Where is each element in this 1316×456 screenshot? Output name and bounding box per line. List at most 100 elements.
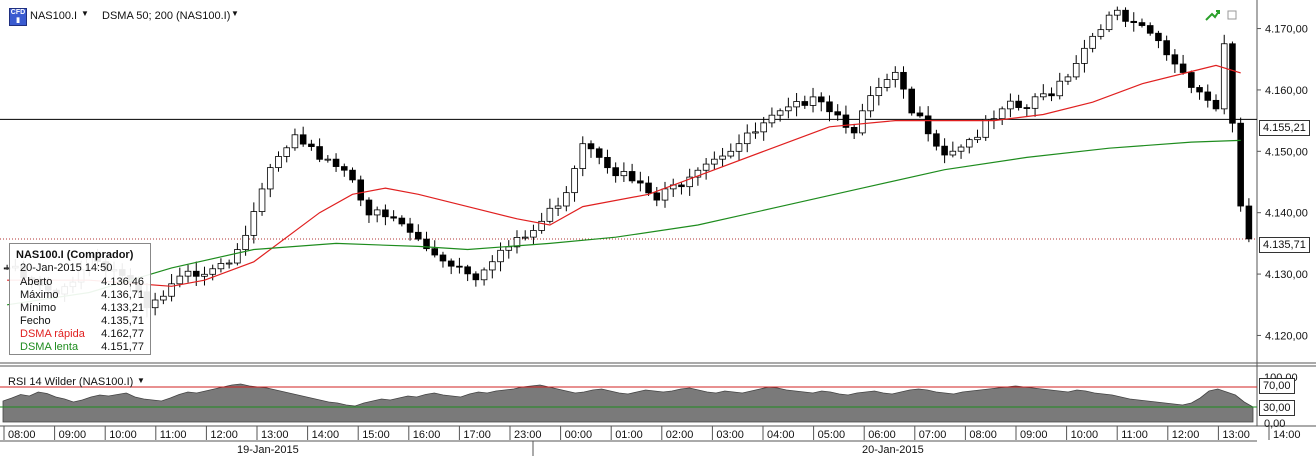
- candle-body: [604, 156, 611, 169]
- candle-body: [850, 127, 858, 134]
- info-row-fast-ma: DSMA rápida 4.162,77: [20, 328, 144, 341]
- candle-body: [538, 220, 545, 231]
- candle-body: [1023, 107, 1031, 109]
- info-value: 4.136,46: [101, 276, 144, 288]
- candle-body: [415, 231, 422, 240]
- candle-body: [341, 166, 348, 171]
- rsi-dropdown-icon[interactable]: ▼: [137, 376, 145, 385]
- candle-body: [299, 134, 307, 145]
- rsi-area: [2, 383, 1254, 423]
- candle-body: [620, 171, 628, 177]
- x-tick-label: 10:00: [109, 429, 137, 441]
- candle-body: [209, 268, 216, 275]
- candle-body: [1220, 43, 1228, 110]
- candle-body: [423, 238, 430, 250]
- candle-body: [382, 209, 389, 218]
- candle-body: [661, 188, 669, 201]
- candle-body: [801, 101, 809, 106]
- candle-body: [1237, 122, 1244, 207]
- candle-body: [324, 158, 332, 161]
- candle-body: [776, 110, 784, 116]
- candle-body: [1155, 32, 1162, 42]
- candle-body: [275, 156, 282, 169]
- info-title: NAS100.I (Comprador): [16, 249, 134, 261]
- x-tick-label: 11:00: [160, 429, 187, 441]
- candle-body: [990, 118, 998, 121]
- candle-body: [727, 150, 735, 157]
- candle-body: [234, 249, 241, 264]
- candle-body: [168, 283, 175, 297]
- candle-body: [456, 265, 463, 268]
- trend-arrow-icon: [1205, 10, 1220, 21]
- horizontal-line-price-tag: 4.155,21: [1259, 120, 1310, 136]
- candle-body: [242, 234, 249, 250]
- instrument-dropdown-icon[interactable]: ▼: [81, 9, 89, 18]
- candle-body: [184, 270, 192, 277]
- candle-body: [365, 199, 373, 216]
- x-tick-label: 08:00: [8, 429, 36, 441]
- candle-body: [974, 136, 981, 141]
- candle-body: [225, 262, 233, 265]
- candle-body: [480, 269, 488, 281]
- candle-body: [694, 169, 702, 178]
- x-tick-label: 16:00: [413, 429, 441, 441]
- candle-body: [908, 88, 915, 114]
- x-tick-label: 13:00: [1222, 429, 1250, 441]
- info-value: 4.133,21: [101, 302, 144, 314]
- date-label: 19-Jan-2015: [237, 444, 299, 456]
- info-value: 4.135,71: [101, 315, 144, 327]
- candle-body: [291, 134, 299, 149]
- candle-body: [1212, 99, 1220, 110]
- rsi-tick-30: 30,00: [1259, 400, 1295, 416]
- candle-body: [793, 101, 800, 108]
- candle-body: [489, 261, 496, 271]
- candle-body: [842, 114, 850, 128]
- info-label: Fecho: [20, 315, 51, 327]
- info-label: DSMA rápida: [20, 328, 85, 340]
- instrument-label[interactable]: NAS100.I: [30, 10, 78, 22]
- candle-body: [735, 143, 743, 152]
- y-tick-label: 4.140,00: [1265, 208, 1308, 220]
- x-tick-label: 02:00: [666, 429, 694, 441]
- x-tick-label: 06:00: [868, 429, 896, 441]
- x-tick-label: 11:00: [1121, 429, 1148, 441]
- info-row-high: Máximo 4.136,71: [20, 289, 144, 302]
- cfd-icon[interactable]: CFD ▮: [9, 8, 27, 26]
- info-row-close: Fecho 4.135,71: [20, 315, 144, 328]
- candle-body: [373, 209, 381, 216]
- candle-body: [250, 211, 258, 236]
- info-label: Máximo: [20, 289, 59, 301]
- candle-body: [505, 246, 513, 251]
- candle-body: [1031, 96, 1039, 109]
- rsi-tick-0: 0,00: [1264, 418, 1286, 430]
- candle-body: [711, 158, 718, 165]
- y-tick-label: 4.160,00: [1265, 85, 1308, 97]
- candle-body: [406, 223, 414, 233]
- candle-body: [357, 179, 365, 201]
- candle-body: [390, 216, 397, 219]
- slow-ma-line: [7, 139, 1241, 306]
- candle-body: [316, 146, 323, 160]
- candle-body: [834, 111, 841, 116]
- candle-body: [176, 275, 184, 285]
- candle-body: [1097, 29, 1105, 37]
- rsi-label[interactable]: RSI 14 Wilder (NAS100.I): [8, 376, 134, 388]
- candle-body: [521, 236, 529, 239]
- indicator-dropdown-icon[interactable]: ▼: [231, 9, 239, 18]
- candle-body: [587, 143, 595, 150]
- x-tick-label: 14:00: [1273, 429, 1301, 441]
- candle-body: [1114, 9, 1121, 16]
- y-tick-label: 4.170,00: [1265, 24, 1308, 36]
- candle-body: [1245, 205, 1253, 240]
- info-row-open: Aberto 4.136,46: [20, 276, 144, 289]
- indicator-label[interactable]: DSMA 50; 200 (NAS100.I): [102, 10, 231, 22]
- candle-body: [678, 184, 685, 188]
- candle-body: [1040, 93, 1047, 98]
- info-value: 4.151,77: [101, 341, 144, 353]
- candle-body: [924, 115, 932, 135]
- info-label: DSMA lenta: [20, 341, 79, 353]
- candle-body: [743, 132, 751, 145]
- candle-body: [752, 131, 759, 134]
- candle-body: [349, 169, 356, 181]
